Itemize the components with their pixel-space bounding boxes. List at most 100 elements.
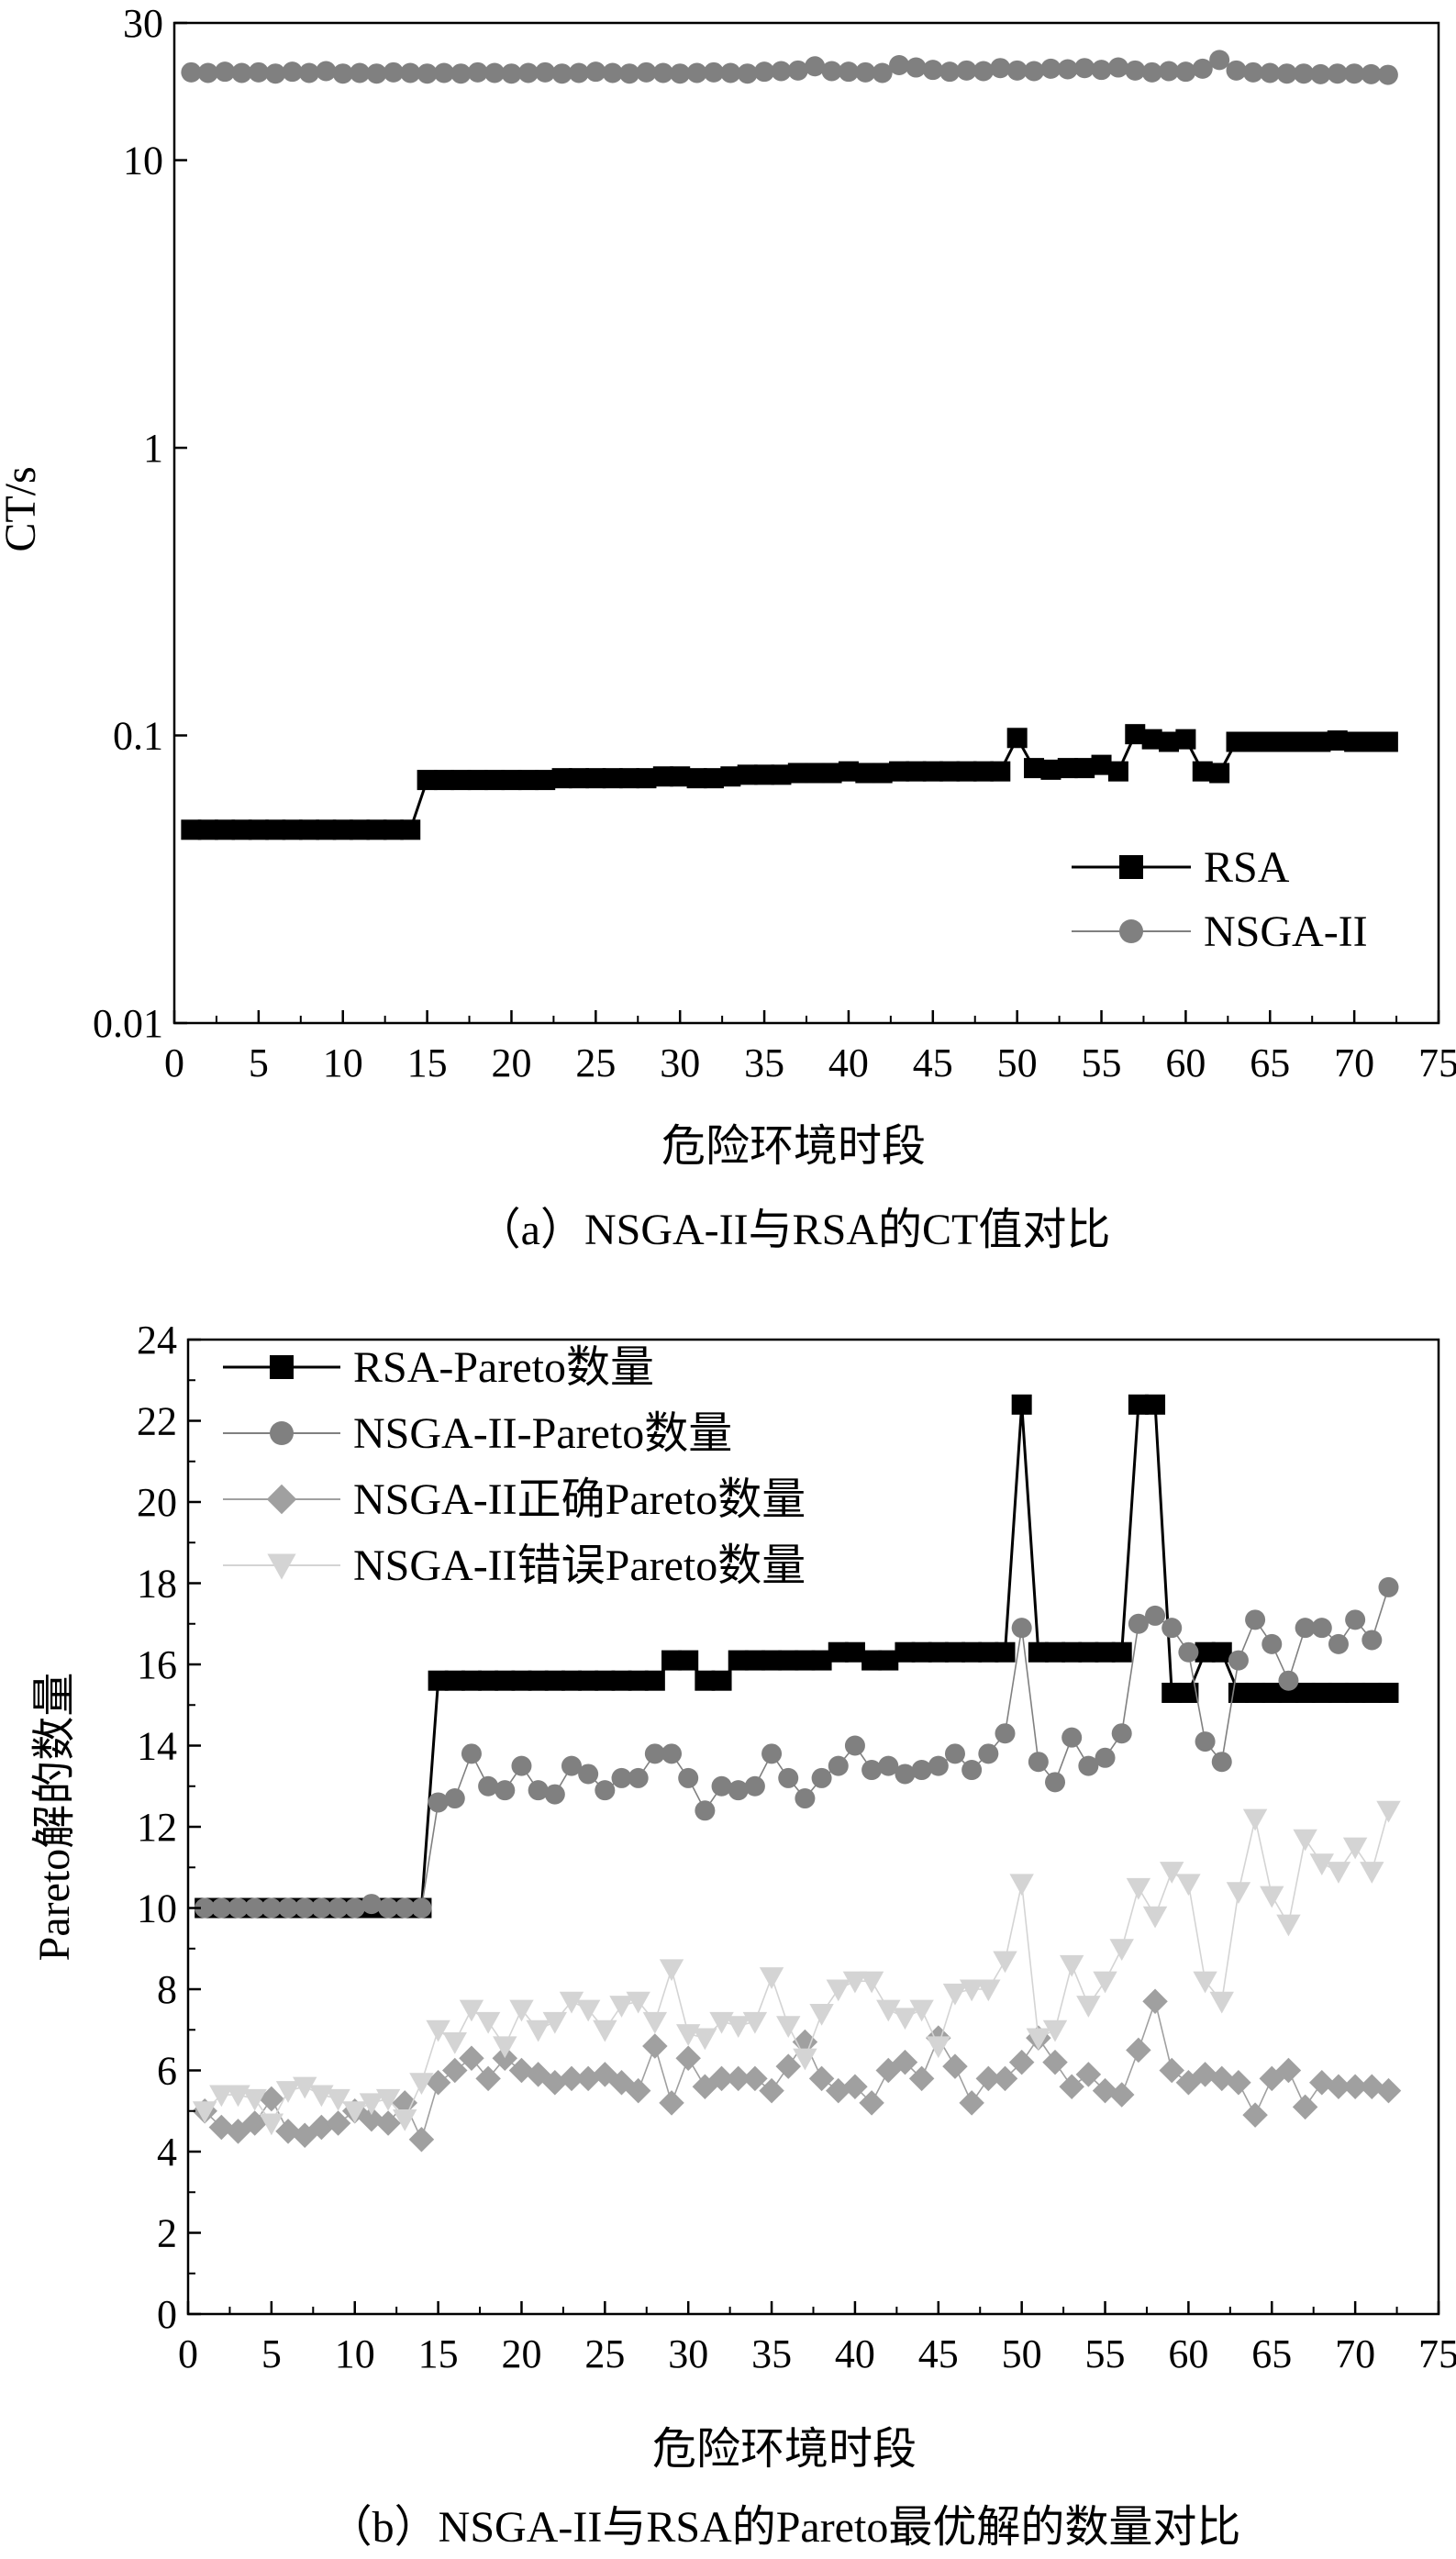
x-tick-label: 75 [1418,1040,1456,1085]
data-point [366,819,387,840]
data-point [876,1999,901,2022]
data-point [325,2110,351,2136]
data-point [1378,1576,1399,1597]
data-point [544,1784,565,1805]
data-point [192,2101,217,2123]
data-point [1211,1752,1232,1773]
data-point [1193,1971,1217,1994]
data-point [844,1735,865,1756]
legend-label: RSA-Pareto数量 [353,1343,654,1392]
data-point [1040,759,1061,780]
data-point [1008,2049,1035,2075]
x-tick-label: 65 [1250,1040,1290,1085]
data-point [776,2016,801,2039]
data-point [211,1897,232,1919]
data-point [1161,1682,1183,1703]
data-point [1028,1752,1049,1773]
data-point [995,1723,1016,1744]
data-point [944,1641,965,1663]
data-point [1292,2094,1318,2120]
data-point [628,1670,649,1691]
data-point [509,1999,534,2022]
data-point [895,1641,916,1663]
data-point [350,819,371,840]
data-point [1125,724,1146,745]
data-point [1126,2037,1151,2064]
data-point [1310,63,1331,84]
data-point [1076,1996,1101,2018]
x-tick-label: 75 [1418,2331,1456,2376]
data-point [350,62,371,83]
data-point [828,1755,849,1776]
data-point [1209,50,1230,71]
y-tick-label: 30 [123,1,163,46]
data-point [197,62,218,83]
data-point [1024,61,1045,82]
series-nsga-ii-pareto [192,1988,1402,2153]
data-point [1045,1641,1066,1663]
data-point [956,761,977,782]
data-point [911,1641,932,1663]
data-point [675,2045,701,2071]
data-point [990,761,1011,782]
data-point [1057,59,1078,80]
data-point [244,1897,265,1919]
legend-label: NSGA-II-Pareto数量 [353,1409,732,1458]
legend-marker [270,1355,294,1379]
data-point [1361,731,1382,752]
data-point [1226,731,1247,752]
data-point [659,2090,684,2116]
x-tick-label: 10 [335,2331,375,2376]
data-point [678,1767,699,1788]
data-point [795,1650,816,1671]
data-point [1260,731,1281,752]
data-point [775,2053,801,2079]
data-point [526,2019,550,2042]
x-tick-label: 45 [918,2331,959,2376]
data-point [1295,1618,1316,1639]
data-point [528,1780,549,1801]
data-point [926,2036,950,2059]
data-point [535,770,556,791]
data-point [975,2065,1002,2092]
data-point [703,768,724,789]
x-tick-label: 70 [1334,1040,1374,1085]
data-point [1195,1731,1216,1752]
pareto-legend: RSA-Pareto数量 NSGA-II-Pareto数量 NSGA-II正确Par… [223,1343,806,1590]
data-point [425,2070,451,2096]
data-point [442,2057,468,2084]
data-point [908,2065,935,2092]
data-point [795,1788,816,1809]
data-point [278,1897,299,1919]
data-point [1328,1682,1349,1703]
data-point [433,62,454,83]
data-point [855,762,876,784]
data-point [1145,1605,1166,1626]
legend-marker [267,1553,296,1580]
x-tick-label: 0 [164,1040,184,1085]
data-point [248,819,269,840]
data-point [444,1788,465,1809]
data-point [561,1755,582,1776]
data-point [808,2065,835,2092]
data-point [693,2028,717,2051]
data-point [495,1670,516,1691]
data-point [478,1670,499,1691]
data-point [517,770,539,791]
pareto-figure-caption: （b）NSGA-II与RSA的Pareto最优解的数量对比 [328,2503,1241,2552]
data-point [602,62,623,83]
data-point [939,761,961,782]
data-point [1327,63,1348,84]
data-point [973,761,994,782]
x-tick-label: 10 [323,1040,363,1085]
data-point [366,63,387,84]
pareto-x-axis-title: 危险环境时段 [652,2425,917,2474]
data-point [842,1971,868,1994]
pareto-series-layer [192,1394,1402,2153]
data-point [1057,758,1078,779]
data-point [1125,60,1146,81]
data-point [995,1641,1016,1663]
x-tick-label: 50 [1002,2331,1042,2376]
data-point [1108,2082,1135,2108]
data-point [892,2049,918,2075]
